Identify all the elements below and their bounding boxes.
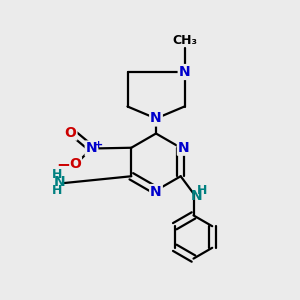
Text: N: N	[178, 141, 190, 155]
Text: H: H	[52, 168, 62, 181]
Text: N: N	[179, 65, 190, 79]
Text: H: H	[197, 184, 207, 197]
Text: O: O	[64, 126, 76, 140]
Text: +: +	[94, 140, 103, 151]
Text: N: N	[150, 185, 162, 199]
Text: −: −	[56, 155, 70, 173]
Text: H: H	[52, 184, 62, 197]
Text: N: N	[54, 175, 66, 188]
Text: O: O	[69, 158, 81, 171]
Text: N: N	[191, 190, 202, 203]
Text: CH₃: CH₃	[172, 34, 197, 46]
Text: N: N	[86, 142, 97, 155]
Text: N: N	[150, 112, 162, 125]
